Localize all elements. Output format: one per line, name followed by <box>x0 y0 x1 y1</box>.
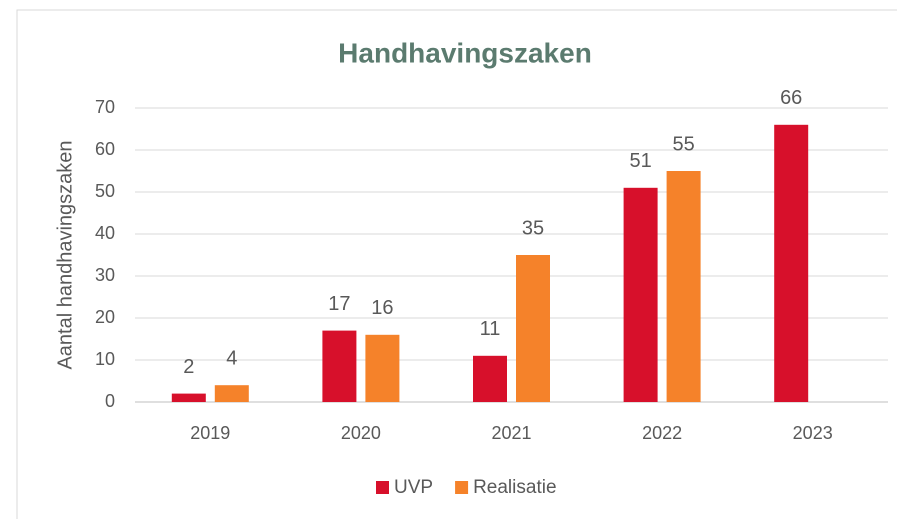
x-tick-label: 2020 <box>341 423 381 443</box>
legend-swatch <box>455 481 469 494</box>
data-label: 35 <box>522 217 544 239</box>
legend-swatch <box>376 481 389 494</box>
legend-label: UVP <box>394 477 433 498</box>
bar <box>774 124 809 403</box>
data-label: 16 <box>371 297 393 319</box>
x-tick-label: 2022 <box>642 423 682 443</box>
y-tick-label: 10 <box>95 349 115 369</box>
y-tick-label: 50 <box>95 181 115 201</box>
x-tick-label: 2019 <box>190 423 230 443</box>
chart-frame <box>16 9 897 519</box>
bar <box>171 393 206 402</box>
bar <box>214 385 249 402</box>
data-label: 11 <box>480 318 501 340</box>
data-label: 51 <box>629 150 651 172</box>
y-tick-label: 20 <box>95 307 115 327</box>
bar <box>322 330 357 402</box>
data-label: 2 <box>183 356 194 378</box>
y-axis-label: Aantal handhavingszaken <box>54 140 76 369</box>
y-tick-label: 40 <box>95 223 115 243</box>
chart-title: Handhavingszaken <box>338 37 592 68</box>
y-tick-label: 30 <box>95 265 115 285</box>
bar <box>365 334 400 402</box>
data-label: 17 <box>328 293 350 315</box>
y-tick-label: 0 <box>105 391 115 411</box>
data-label: 4 <box>226 347 237 369</box>
legend-label: Realisatie <box>473 477 556 498</box>
data-label: 55 <box>672 133 694 155</box>
bar <box>473 355 507 402</box>
x-tick-label: 2021 <box>491 423 531 443</box>
bar <box>516 255 550 402</box>
y-tick-label: 60 <box>95 139 115 159</box>
data-label: 66 <box>780 87 802 109</box>
y-tick-label: 70 <box>95 97 115 117</box>
bar <box>666 171 701 402</box>
bar <box>623 187 658 402</box>
x-tick-label: 2023 <box>793 423 833 443</box>
